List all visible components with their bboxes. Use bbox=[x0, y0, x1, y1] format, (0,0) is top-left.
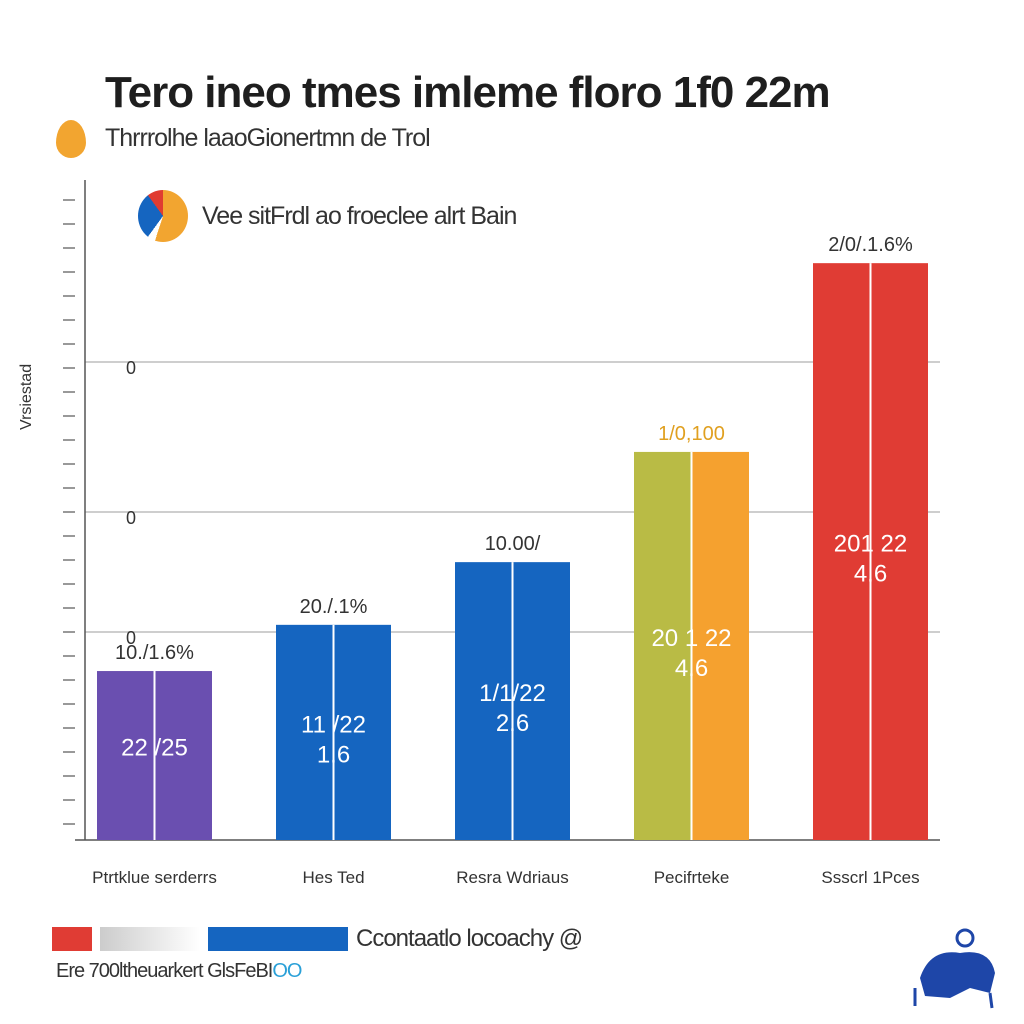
footnote: Ere 700ltheuarkert GlsFeBIOO bbox=[56, 960, 302, 983]
mascot-logo-icon bbox=[913, 928, 995, 1009]
bar-value-label: 10./1.6% bbox=[115, 642, 194, 664]
legend-bottom-label: Ccontaatlo locoachy @ bbox=[356, 925, 583, 952]
x-tick-label: Resra Wdriaus bbox=[456, 868, 569, 887]
legend-top-label: Vee sitFrdl ao froeclee alrt Bain bbox=[202, 201, 517, 230]
x-tick-label: Pecifrteke bbox=[653, 868, 730, 887]
bar-inner-label: 20 1 22 bbox=[651, 625, 731, 652]
bar bbox=[691, 451, 749, 840]
bar bbox=[870, 263, 928, 840]
bar-value-label: 20./.1% bbox=[300, 596, 368, 618]
x-tick-label: Ssscrl 1Pces bbox=[821, 868, 920, 887]
legend-swatch-gray bbox=[100, 927, 200, 951]
bar bbox=[333, 624, 391, 840]
bar bbox=[512, 562, 570, 840]
bar-inner-label: 2.6 bbox=[496, 710, 529, 737]
bar bbox=[455, 562, 513, 840]
bar-inner-label: 4.6 bbox=[854, 561, 887, 588]
y-tick-label: 0 bbox=[126, 358, 136, 378]
bar-inner-label: 1.6 bbox=[317, 741, 350, 768]
bar bbox=[634, 451, 692, 840]
legend-swatch-blue bbox=[208, 927, 348, 951]
x-tick-label: Hes Ted bbox=[302, 868, 365, 887]
bar bbox=[813, 263, 871, 840]
footnote-accent: OO bbox=[272, 960, 302, 982]
logo-icon bbox=[138, 190, 188, 242]
bar-inner-label: 4.6 bbox=[675, 655, 708, 682]
y-tick-label: 0 bbox=[126, 508, 136, 528]
bar-inner-label: 201 22 bbox=[834, 531, 907, 558]
chart-subtitle: Thrrrolhe laaoGionertmn de Trol bbox=[105, 124, 431, 152]
bar bbox=[154, 671, 212, 840]
bar-value-label: 1/0,100 bbox=[658, 423, 725, 445]
footnote-text: Ere 700ltheuarkert GlsFeBI bbox=[56, 960, 273, 982]
bar-value-label: 2/0/.1.6% bbox=[828, 234, 913, 256]
x-tick-label: Ptrtklue serderrs bbox=[92, 868, 217, 887]
chart-title: Tero ineo tmes imleme floro 1f0 22m bbox=[105, 68, 831, 117]
legend-top: Vee sitFrdl ao froeclee alrt Bain bbox=[138, 190, 517, 242]
bar-inner-label: 22 /25 bbox=[121, 735, 188, 762]
bar-inner-label: 1/1/22 bbox=[479, 680, 546, 707]
bar bbox=[276, 624, 334, 840]
drop-icon bbox=[56, 120, 86, 158]
legend-bottom: Ccontaatlo locoachy @ bbox=[52, 925, 583, 953]
bar-inner-label: 11 /22 bbox=[301, 711, 366, 738]
bar bbox=[97, 671, 155, 840]
legend-swatch-red bbox=[52, 927, 92, 951]
bar-value-label: 10.00/ bbox=[485, 533, 541, 555]
y-tick-label: 0 bbox=[126, 628, 136, 648]
